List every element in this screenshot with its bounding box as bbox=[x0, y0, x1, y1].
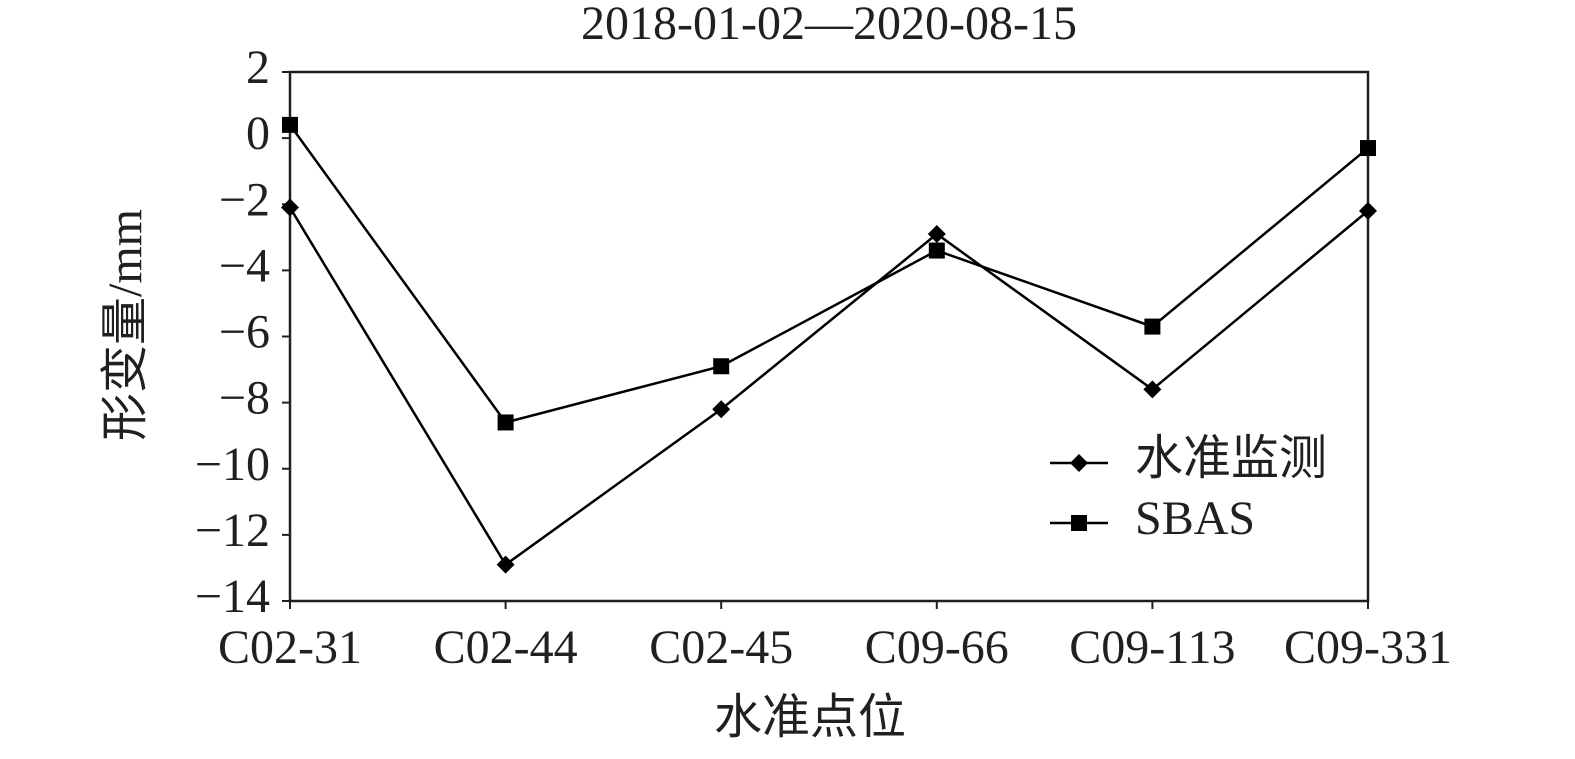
data-point bbox=[928, 242, 945, 259]
y-tick-label: −12 bbox=[195, 504, 270, 557]
data-point bbox=[712, 400, 731, 419]
y-tick-label: −14 bbox=[195, 570, 270, 623]
x-tick-label: C02-45 bbox=[649, 621, 793, 674]
y-tick-label: −6 bbox=[219, 306, 270, 359]
y-tick-label: −10 bbox=[195, 438, 270, 491]
x-tick-label: C09-66 bbox=[865, 621, 1009, 674]
y-tick-label: −8 bbox=[219, 372, 270, 425]
x-tick-label: C02-44 bbox=[434, 621, 578, 674]
y-tick-label: −4 bbox=[219, 239, 270, 292]
chart-title: 2018-01-02—2020-08-15 bbox=[581, 0, 1077, 50]
x-tick-label: C02-31 bbox=[218, 621, 362, 674]
data-point bbox=[496, 555, 515, 574]
data-point bbox=[1144, 318, 1161, 335]
series-line bbox=[288, 124, 1369, 424]
series-line bbox=[288, 206, 1369, 567]
data-point bbox=[927, 225, 946, 244]
y-tick-label: 2 bbox=[246, 41, 270, 94]
data-point bbox=[713, 358, 730, 375]
y-axis-label: 形变量/mm bbox=[99, 209, 152, 441]
legend-label: 水准监测 bbox=[1135, 432, 1327, 485]
legend-marker bbox=[1071, 515, 1087, 531]
legend-marker bbox=[1070, 454, 1088, 472]
data-point bbox=[281, 198, 299, 217]
x-axis-label: 水准点位 bbox=[714, 691, 906, 744]
y-tick-label: −2 bbox=[219, 173, 270, 226]
data-point bbox=[497, 414, 514, 431]
data-point bbox=[1143, 380, 1162, 399]
data-point bbox=[1360, 140, 1376, 157]
data-point bbox=[1359, 201, 1377, 220]
x-tick-label: C09-331 bbox=[1284, 621, 1452, 674]
y-tick-label: 0 bbox=[246, 107, 270, 160]
x-tick-label: C09-113 bbox=[1069, 621, 1235, 674]
data-point bbox=[282, 116, 298, 133]
legend-label: SBAS bbox=[1135, 492, 1255, 545]
